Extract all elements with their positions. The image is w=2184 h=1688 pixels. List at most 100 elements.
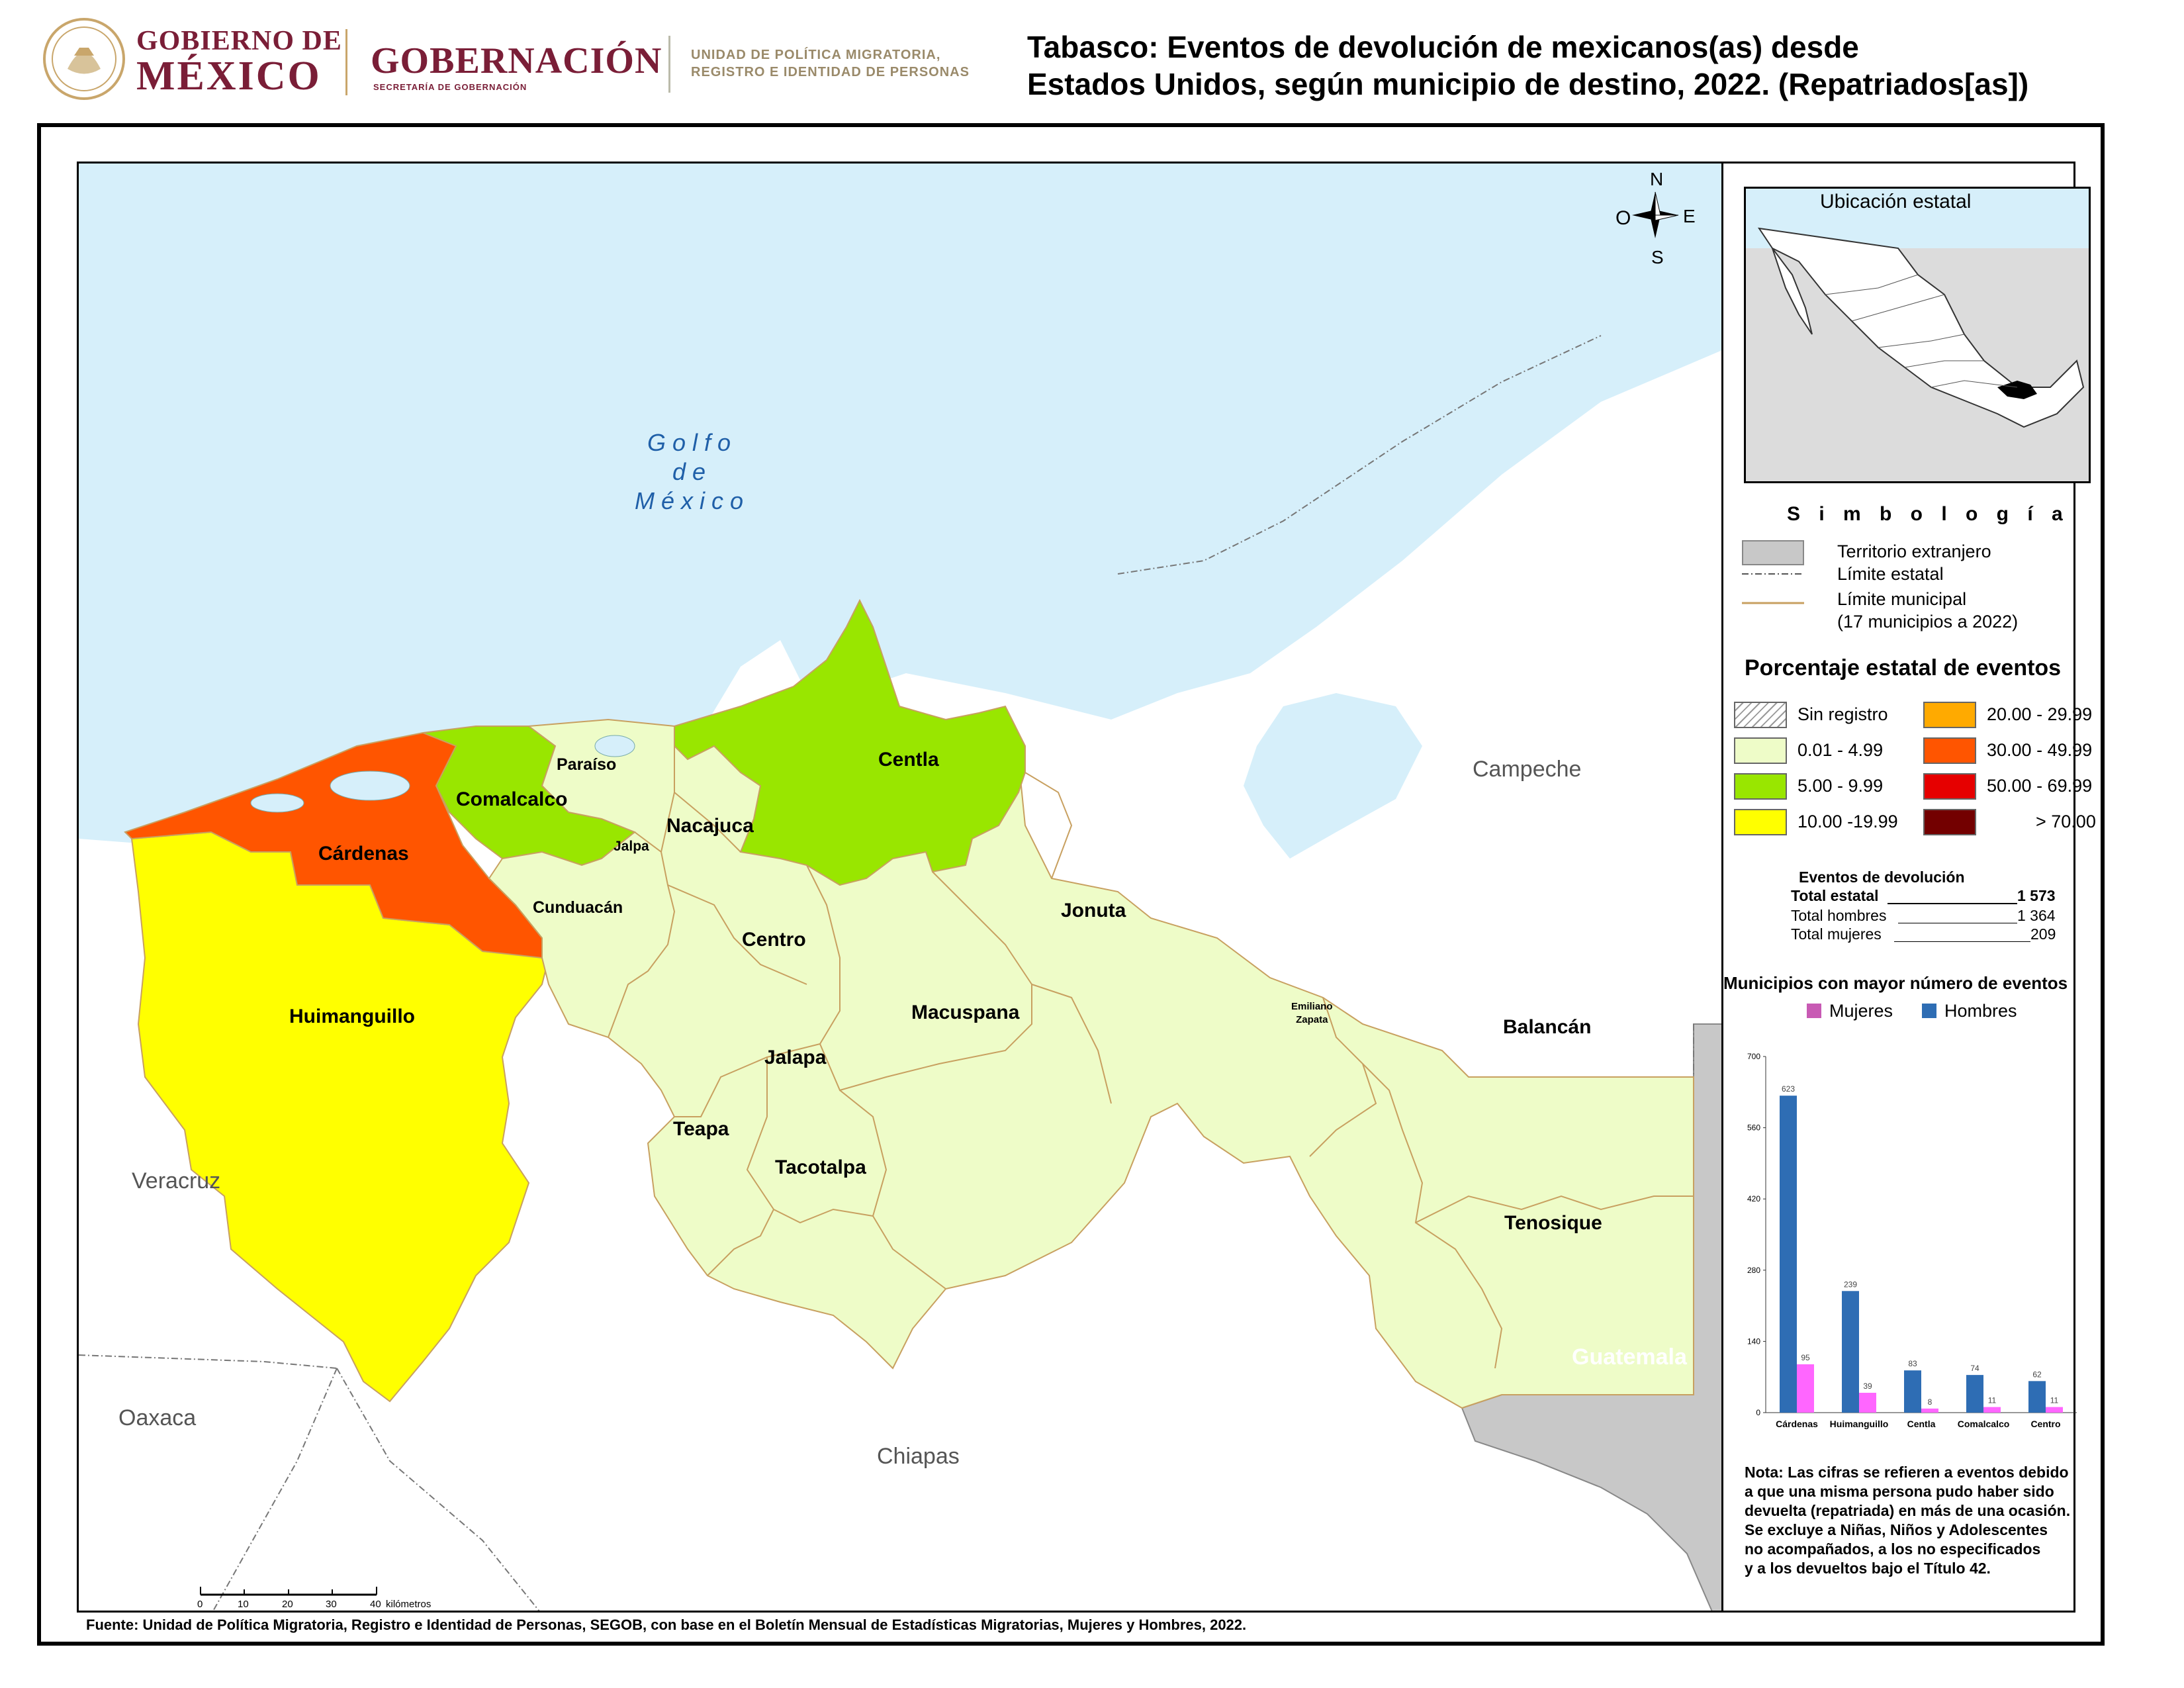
sea-label-line-3: M é x i c o <box>635 487 744 514</box>
label-balancan: Balancán <box>1503 1016 1592 1038</box>
gulf-of-mexico <box>79 164 1721 845</box>
label-centla: Centla <box>878 749 939 771</box>
label-cunduacan: Cunduacán <box>533 898 623 917</box>
legend-label-municipios-count: (17 municipios a 2022) <box>1837 612 2019 632</box>
chart-data-label: 11 <box>2050 1396 2059 1405</box>
chart-bar-hombres <box>1904 1370 1921 1413</box>
chart-category-label: Centro <box>2030 1419 2060 1429</box>
events-women-value: 209 <box>2030 925 2056 943</box>
note-line-2: a que una misma persona pudo haber sido <box>1745 1483 2054 1500</box>
mexico-text: MÉXICO <box>136 54 322 99</box>
region-label-campeche: Campeche <box>1473 757 1582 782</box>
chart-bar-hombres <box>1842 1291 1859 1413</box>
label-emiliano-zapata-line-1: Emiliano <box>1291 1001 1333 1012</box>
events-total-value: 1 573 <box>2017 887 2056 904</box>
label-huimanguillo: Huimanguillo <box>289 1006 415 1027</box>
inset-map <box>1744 187 2091 483</box>
region-label-veracruz: Veracruz <box>132 1168 221 1194</box>
scale-tick-0: 0 <box>197 1599 203 1610</box>
note-line-4: Se excluye a Niñas, Niños y Adolescentes <box>1745 1521 2048 1538</box>
label-jalapa: Jalapa <box>764 1047 827 1068</box>
municipio-centla <box>674 598 1026 886</box>
chart-bar-hombres <box>1966 1375 1983 1413</box>
state-boundary <box>212 1368 338 1611</box>
legend-swatch-class-2 <box>1734 773 1787 800</box>
legend-swatch-class-1 <box>1734 737 1787 764</box>
legend-line-state <box>1742 573 1804 575</box>
legend-swatch-class-0 <box>1734 702 1787 728</box>
note-line-1: Nota: Las cifras se refieren a eventos d… <box>1745 1464 2069 1481</box>
note-line-6: y a los devueltos bajo el Título 42. <box>1745 1560 1991 1577</box>
chart-bar-mujeres <box>1797 1364 1814 1413</box>
chart-data-label: 83 <box>1908 1359 1917 1368</box>
note-block: Nota: Las cifras se refieren a eventos d… <box>1745 1463 2070 1578</box>
chart-data-label: 11 <box>1988 1396 1997 1405</box>
legend-swatch-hombres <box>1922 1004 1936 1018</box>
chart-y-tick-label: 0 <box>1756 1408 1760 1417</box>
north-arrow: N S E O <box>1609 169 1702 268</box>
legend-label-class-4: 20.00 - 29.99 <box>1987 704 2093 724</box>
tabasco-map <box>79 164 1721 1611</box>
region-label-chiapas: Chiapas <box>877 1444 960 1469</box>
label-comalcalco: Comalcalco <box>456 788 568 810</box>
legend-label-state: Límite estatal <box>1837 564 1944 584</box>
chart-title: Municipios con mayor número de eventos <box>1723 973 2068 993</box>
chart-bar-hombres <box>2028 1381 2046 1413</box>
legend-label-foreign: Territorio extranjero <box>1837 541 1991 561</box>
chart-bar-mujeres <box>1921 1408 1938 1413</box>
legend-label-municipal: Límite municipal <box>1837 589 1967 609</box>
header-divider-2 <box>668 36 670 93</box>
chart-legend-mujeres: Mujeres <box>1829 1001 1893 1021</box>
chart-y-tick-label: 280 <box>1747 1266 1760 1275</box>
state-boundary <box>336 1368 540 1611</box>
label-tacotalpa: Tacotalpa <box>775 1156 866 1178</box>
label-centro: Centro <box>742 929 806 951</box>
sea-label: G o l f o d e M é x i c o <box>635 428 743 516</box>
compass-rose-icon <box>1632 191 1679 238</box>
events-total-label: Total estatal <box>1791 887 1879 904</box>
chart-data-label: 62 <box>2032 1370 2042 1379</box>
compass-e: E <box>1683 206 1696 226</box>
legend-swatch-mujeres <box>1807 1004 1821 1018</box>
region-label-guatemala: Guatemala <box>1572 1344 1687 1370</box>
region-label-oaxaca: Oaxaca <box>118 1405 197 1430</box>
chart-category-label: Cárdenas <box>1776 1419 1818 1429</box>
map-panel: G o l f o d e M é x i c o N S E O Veracr… <box>77 162 1723 1613</box>
label-jalpa: Jalpa <box>614 839 649 854</box>
note-line-5: no acompañados, a los no especificados <box>1745 1540 2041 1558</box>
chart-bar-hombres <box>1780 1096 1797 1413</box>
chart-category-label: Huimanguillo <box>1830 1419 1889 1429</box>
chart-y-tick-label: 140 <box>1747 1336 1760 1346</box>
scale-bar: 0 10 20 30 40 kilómetros <box>194 1581 525 1611</box>
mexico-seal-icon <box>43 18 125 100</box>
municipal-boundaries <box>608 746 1694 1369</box>
chart-data-label: 8 <box>1928 1397 1933 1407</box>
events-men-label: Total hombres <box>1791 907 1887 924</box>
label-paraiso: Paraíso <box>557 755 617 774</box>
chart-bar-mujeres <box>1859 1393 1876 1413</box>
events-women-label: Total mujeres <box>1791 925 1882 943</box>
laguna-de-terminos <box>1244 693 1422 859</box>
source-note: Fuente: Unidad de Política Migratoria, R… <box>86 1617 1247 1633</box>
events-leader-line <box>1894 941 2030 942</box>
legend-line-municipal <box>1742 602 1804 604</box>
gobernacion-logo-text: GOBERNACIÓN <box>371 40 662 81</box>
chart-data-label: 39 <box>1863 1382 1872 1391</box>
events-men-value: 1 364 <box>2017 907 2056 924</box>
legend-label-class-1: 0.01 - 4.99 <box>1797 740 1884 760</box>
legend-swatch-class-4 <box>1923 702 1976 728</box>
map-frame <box>37 123 2105 1646</box>
bar-chart: 0 140 280 420 560 700 623 95 Cárdenas 239 39 Huiman… <box>1747 1052 2077 1429</box>
legend-title: S i m b o l o g í a <box>1787 503 2070 525</box>
legend-swatch-class-7 <box>1923 809 1976 835</box>
sea-label-line-2: d e <box>672 458 706 485</box>
legend-swatch-class-3 <box>1734 809 1787 835</box>
chart-category-label: Centla <box>1907 1419 1936 1429</box>
legend-label-class-2: 5.00 - 9.99 <box>1797 776 1884 796</box>
compass-w: O <box>1615 207 1631 229</box>
chart-bar-mujeres <box>2046 1407 2063 1413</box>
chart-y-tick-label: 700 <box>1747 1052 1760 1061</box>
chart-y-tick-label: 420 <box>1747 1194 1760 1203</box>
mexico-inset-graphic <box>1746 189 2089 481</box>
state-boundary <box>79 1354 338 1369</box>
